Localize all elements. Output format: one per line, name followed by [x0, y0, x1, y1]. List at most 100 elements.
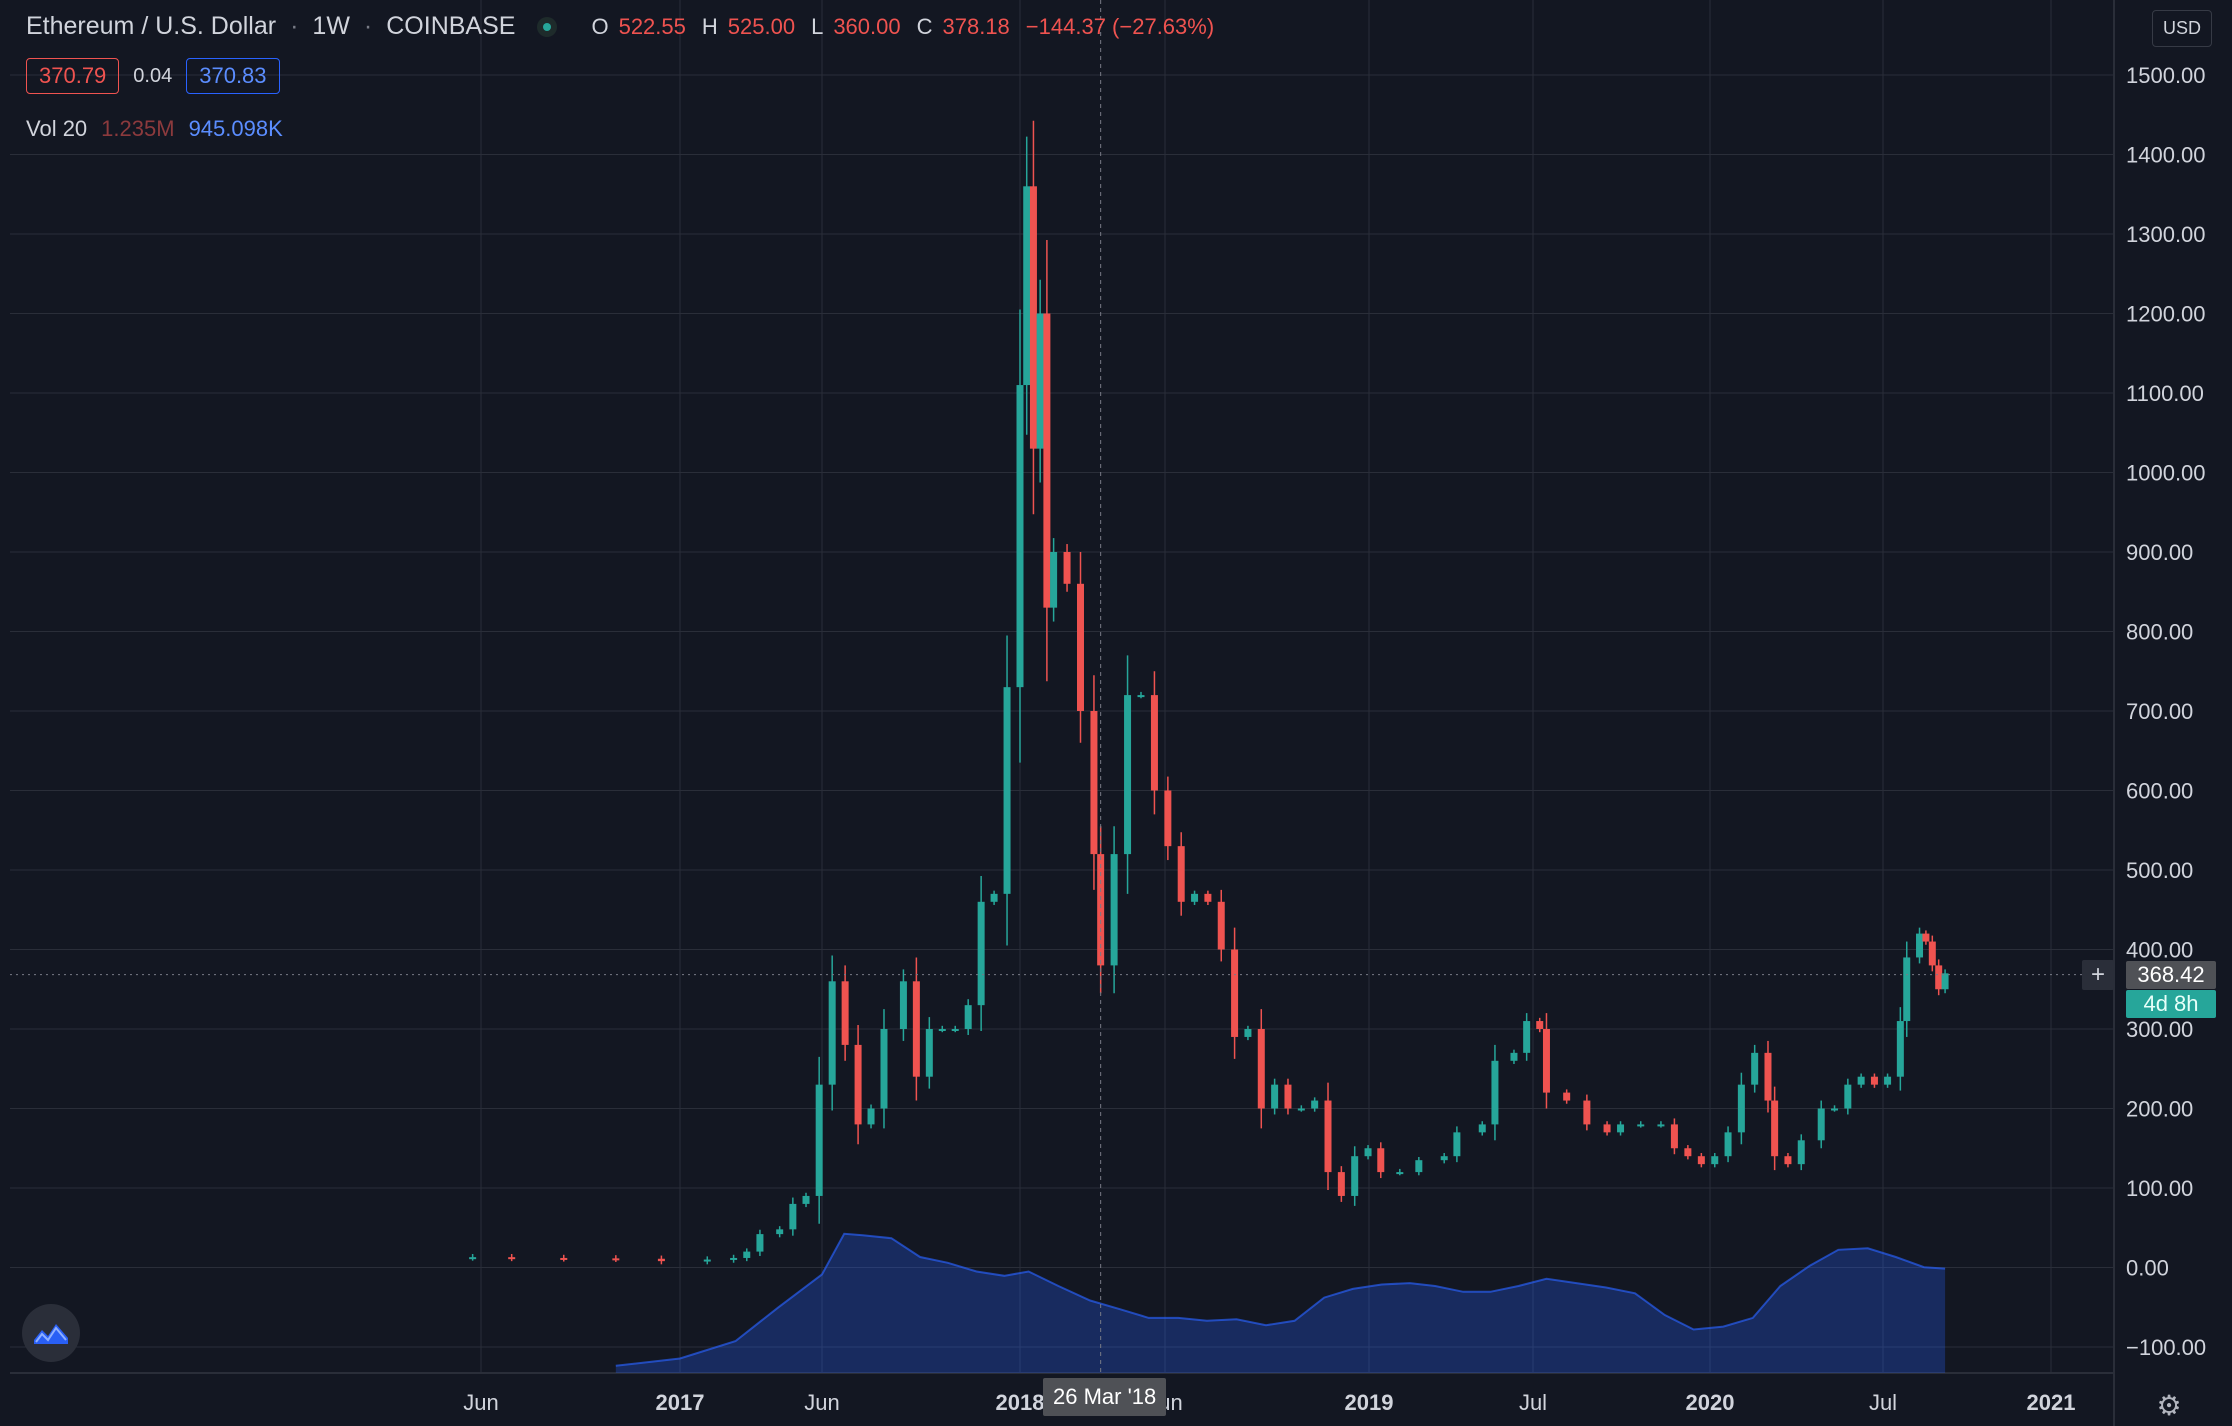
candle-body[interactable]	[1670, 1124, 1678, 1149]
candle-body[interactable]	[1440, 1156, 1448, 1161]
candle-body[interactable]	[1523, 1021, 1531, 1053]
symbol-name[interactable]: Ethereum / U.S. Dollar	[26, 12, 277, 40]
candle-body[interactable]	[1583, 1100, 1591, 1125]
candle-body[interactable]	[1478, 1124, 1486, 1133]
candle-body[interactable]	[951, 1029, 959, 1031]
candle-body[interactable]	[1164, 790, 1172, 847]
candle-body[interactable]	[1935, 965, 1943, 990]
candle-body[interactable]	[802, 1195, 810, 1204]
candle-body[interactable]	[1784, 1156, 1792, 1165]
candle-body[interactable]	[964, 1005, 972, 1029]
candle-body[interactable]	[1491, 1060, 1499, 1125]
candle-body[interactable]	[1311, 1100, 1319, 1109]
candle-body[interactable]	[1870, 1076, 1878, 1085]
candle-body[interactable]	[977, 901, 985, 1006]
candle-body[interactable]	[1884, 1076, 1892, 1085]
candle-body[interactable]	[612, 1258, 620, 1261]
candle-body[interactable]	[880, 1029, 888, 1109]
candle-body[interactable]	[1271, 1084, 1279, 1109]
candle-body[interactable]	[1377, 1148, 1385, 1173]
candle-body[interactable]	[1364, 1148, 1372, 1157]
candle-body[interactable]	[1217, 901, 1225, 950]
candle-body[interactable]	[1922, 933, 1930, 942]
candle-body[interactable]	[828, 981, 836, 1085]
candle-body[interactable]	[1016, 385, 1024, 688]
candle-body[interactable]	[912, 981, 920, 1077]
candle-body[interactable]	[1928, 941, 1936, 966]
candle-body[interactable]	[867, 1108, 875, 1125]
interval-label[interactable]: 1W	[312, 12, 350, 40]
candle-body[interactable]	[1903, 957, 1911, 1022]
candle-body[interactable]	[1003, 687, 1011, 894]
candle-body[interactable]	[789, 1203, 797, 1230]
candle-body[interactable]	[756, 1234, 764, 1252]
candle-body[interactable]	[854, 1044, 862, 1125]
candle-body[interactable]	[560, 1257, 568, 1260]
candle-body[interactable]	[1191, 893, 1199, 902]
buy-button[interactable]: 370.83	[186, 58, 280, 94]
candle-body[interactable]	[938, 1029, 946, 1031]
candle-body[interactable]	[1724, 1132, 1732, 1157]
candle-body[interactable]	[1771, 1100, 1779, 1157]
candle-body[interactable]	[1831, 1108, 1839, 1111]
candle-body[interactable]	[1050, 552, 1058, 608]
currency-button[interactable]: USD	[2151, 10, 2212, 47]
volume-label[interactable]: Vol 20	[26, 116, 88, 141]
candle-body[interactable]	[1090, 711, 1098, 855]
candle-body[interactable]	[1244, 1029, 1252, 1037]
candle-body[interactable]	[730, 1257, 738, 1260]
candle-body[interactable]	[1657, 1124, 1665, 1127]
candle-body[interactable]	[1697, 1156, 1705, 1165]
candle-body[interactable]	[841, 981, 849, 1045]
candle-body[interactable]	[1844, 1084, 1852, 1109]
candle-body[interactable]	[1351, 1156, 1359, 1196]
candle-body[interactable]	[1204, 893, 1212, 902]
candle-body[interactable]	[469, 1257, 477, 1260]
candle-body[interactable]	[1150, 695, 1158, 791]
gear-icon[interactable]: ⚙	[2156, 1389, 2182, 1421]
candle-body[interactable]	[657, 1258, 665, 1262]
candle-body[interactable]	[1297, 1108, 1305, 1111]
sell-button[interactable]: 370.79	[26, 58, 120, 94]
candle-body[interactable]	[1337, 1172, 1345, 1196]
candle-body[interactable]	[743, 1251, 751, 1258]
candle-body[interactable]	[1684, 1148, 1692, 1157]
candle-body[interactable]	[1043, 313, 1051, 608]
candle-body[interactable]	[1751, 1052, 1759, 1085]
candle-body[interactable]	[1941, 973, 1949, 990]
candle-body[interactable]	[1257, 1029, 1265, 1109]
candle-body[interactable]	[1029, 186, 1037, 449]
candle-body[interactable]	[1396, 1172, 1404, 1175]
candle-body[interactable]	[1324, 1100, 1332, 1173]
candle-body[interactable]	[508, 1257, 516, 1260]
candle-body[interactable]	[1896, 1021, 1904, 1077]
candle-body[interactable]	[1097, 854, 1105, 966]
candle-body[interactable]	[1542, 1029, 1550, 1093]
candle-body[interactable]	[1110, 854, 1118, 966]
candle-body[interactable]	[1284, 1084, 1292, 1109]
candle-body[interactable]	[1177, 846, 1185, 902]
candle-body[interactable]	[776, 1229, 784, 1235]
tradingview-logo-icon[interactable]	[22, 1304, 80, 1362]
candle-body[interactable]	[1637, 1124, 1645, 1127]
candle-body[interactable]	[1617, 1124, 1625, 1133]
candle-body[interactable]	[1563, 1092, 1571, 1101]
candle-body[interactable]	[990, 893, 998, 902]
candle-body[interactable]	[1916, 933, 1924, 958]
candle-body[interactable]	[1063, 552, 1071, 584]
candle-body[interactable]	[1036, 313, 1044, 449]
candle-body[interactable]	[703, 1259, 711, 1262]
candle-body[interactable]	[1603, 1124, 1611, 1133]
candle-body[interactable]	[1536, 1021, 1544, 1029]
candle-body[interactable]	[1764, 1052, 1772, 1101]
candle-body[interactable]	[1231, 949, 1239, 1037]
candle-body[interactable]	[1415, 1160, 1423, 1173]
candle-body[interactable]	[1737, 1084, 1745, 1133]
plus-icon[interactable]: +	[2082, 960, 2114, 990]
candle-body[interactable]	[1137, 695, 1145, 698]
candle-body[interactable]	[1797, 1140, 1805, 1165]
candle-body[interactable]	[1124, 695, 1132, 855]
candle-body[interactable]	[1453, 1132, 1461, 1157]
candle-body[interactable]	[815, 1084, 823, 1196]
